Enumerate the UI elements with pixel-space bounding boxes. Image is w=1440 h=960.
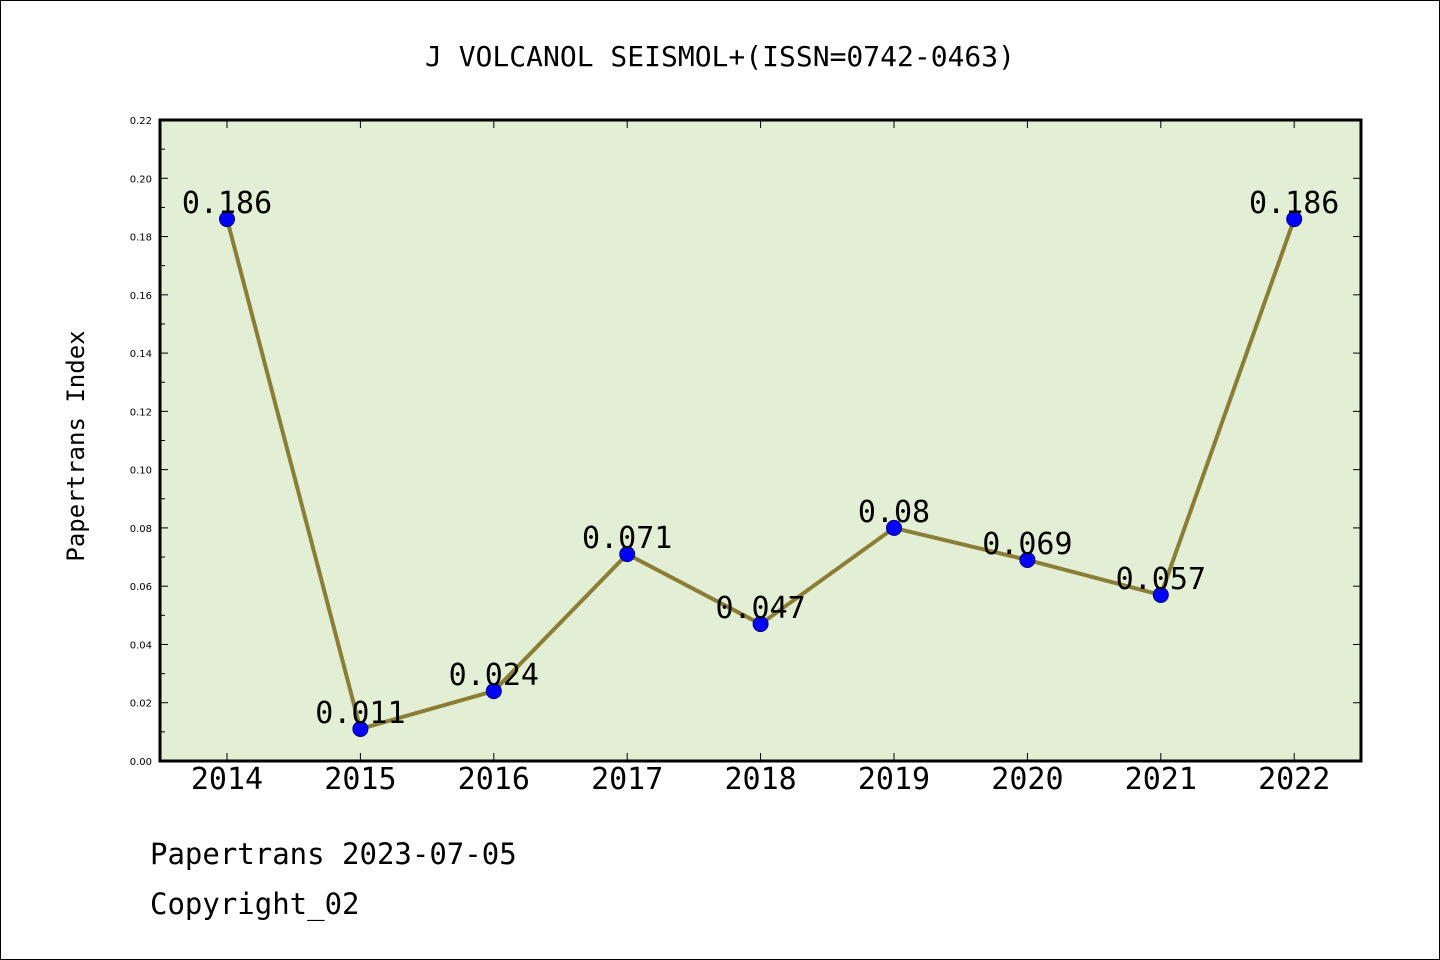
data-point: [1152, 586, 1169, 603]
x-tick-label: 2018: [724, 762, 796, 797]
data-point: [619, 546, 636, 563]
x-tick-label: 2016: [458, 762, 530, 797]
data-point: [1286, 211, 1303, 228]
y-tick-label: 0.10: [130, 466, 152, 477]
data-point: [485, 683, 502, 700]
data-point: [1019, 551, 1036, 568]
plot-area: [160, 120, 1361, 761]
x-tick-label: 2020: [991, 762, 1063, 797]
data-point: [352, 720, 369, 737]
x-tick-label: 2019: [858, 762, 930, 797]
x-tick-label: 2017: [591, 762, 663, 797]
data-label: 0.069: [982, 527, 1072, 562]
y-tick-label: 0.00: [130, 757, 152, 768]
y-tick-label: 0.14: [130, 349, 152, 360]
data-label: 0.024: [449, 658, 539, 693]
data-label: 0.011: [315, 696, 405, 731]
x-tick-label: 2022: [1258, 762, 1330, 797]
y-tick-label: 0.06: [130, 582, 152, 593]
data-point: [219, 211, 235, 228]
x-tick-label: 2021: [1125, 762, 1197, 797]
y-tick-label: 0.22: [130, 116, 152, 127]
y-tick-label: 0.08: [130, 524, 152, 535]
y-tick-label: 0.02: [130, 699, 152, 710]
data-label: 0.047: [715, 591, 805, 626]
y-tick-label: 0.16: [130, 291, 152, 302]
y-tick-label: 0.18: [130, 233, 152, 244]
x-tick-label: 2015: [324, 762, 396, 797]
y-tick-label: 0.20: [130, 174, 152, 185]
data-point: [752, 616, 769, 633]
chart-title: J VOLCANOL SEISMOL+(ISSN=0742-0463): [425, 40, 1015, 73]
data-label: 0.071: [582, 521, 672, 556]
plot-border: [158, 118, 1363, 763]
data-label: 0.186: [182, 186, 272, 221]
data-label: 0.08: [858, 495, 930, 530]
footer-copyright: Copyright_02: [150, 887, 360, 922]
series-layer: 0.186 0.011 0.024 0.071 0.047 0.08 0.069 0.057 0…: [182, 186, 1339, 737]
y-axis-label: Papertrans Index: [62, 330, 90, 561]
x-tick-label: 2014: [191, 762, 263, 797]
y-tick-label: 0.12: [130, 407, 152, 418]
data-label: 0.186: [1249, 186, 1339, 221]
data-label: 0.057: [1116, 562, 1206, 597]
y-tick-label: 0.04: [130, 640, 152, 651]
x-axis: 2014 2015 2016 2017 2018 2019 2020 2021 2022: [191, 120, 1330, 797]
footer-date: Papertrans 2023-07-05: [150, 837, 517, 871]
data-point: [886, 519, 902, 536]
